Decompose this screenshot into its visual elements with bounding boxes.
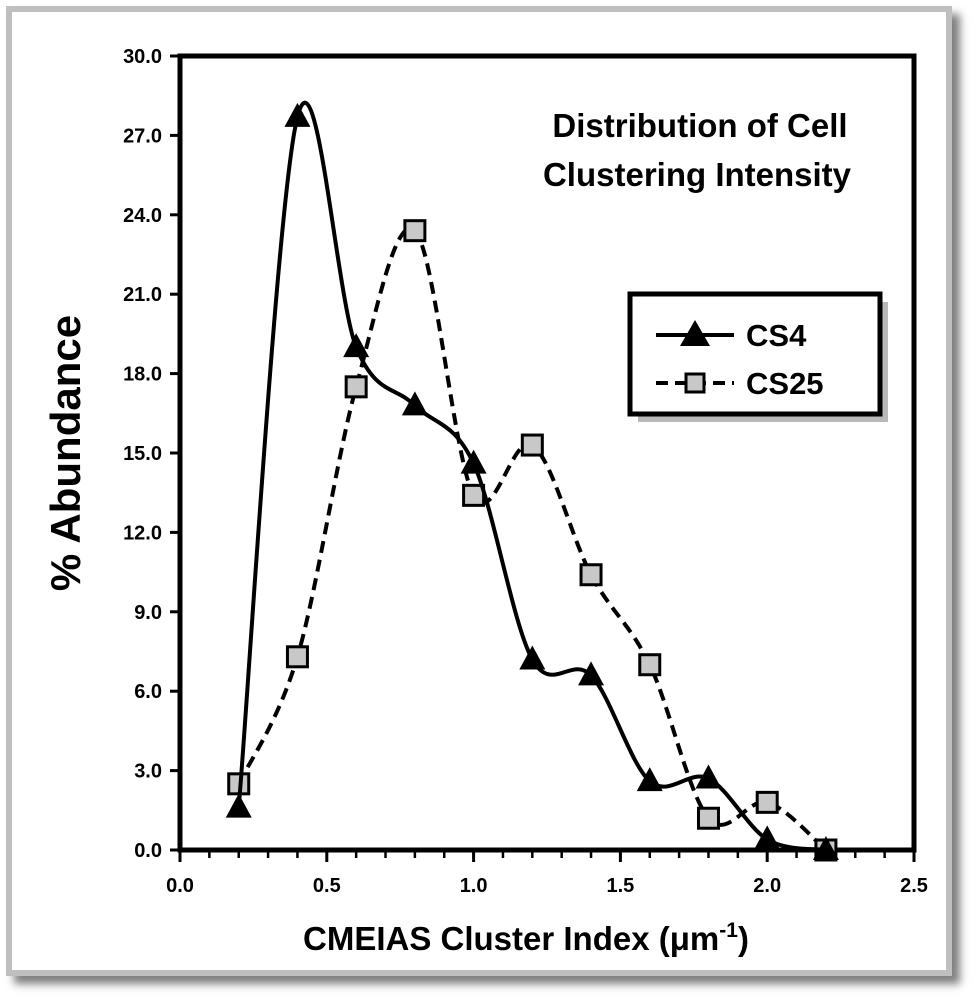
x-axis-label-close: ) <box>738 920 749 957</box>
y-axis-label: % Abundance <box>42 315 89 591</box>
y-tick-label: 27.0 <box>123 125 162 147</box>
data-point-cs25 <box>462 483 486 507</box>
data-point-cs4 <box>343 333 370 358</box>
data-point-cs25 <box>755 790 779 814</box>
data-point-cs25 <box>285 645 309 669</box>
x-tick-label: 0.5 <box>313 875 341 897</box>
series-cs4 <box>225 101 839 860</box>
y-tick-label: 6.0 <box>134 681 162 703</box>
data-point-cs25 <box>696 806 720 830</box>
x-axis: 0.0 0.5 1.0 1.5 2.0 2.5 <box>166 850 928 897</box>
data-point-cs25 <box>403 219 427 243</box>
y-tick-label: 18.0 <box>123 364 162 386</box>
legend-box <box>627 291 883 417</box>
data-point-cs4 <box>401 391 428 416</box>
data-point-cs25 <box>638 653 662 677</box>
x-tick-label: 2.5 <box>900 875 928 897</box>
y-tick-label: 9.0 <box>134 602 162 624</box>
data-point-cs25 <box>520 433 544 457</box>
plot-area <box>177 53 917 853</box>
data-point-cs4 <box>284 102 311 127</box>
x-tick-label: 1.5 <box>606 875 634 897</box>
series-layer <box>225 101 839 862</box>
y-tick-label: 15.0 <box>123 443 162 465</box>
y-tick-label: 3.0 <box>134 761 162 783</box>
data-point-cs4 <box>578 661 605 686</box>
data-point-cs25 <box>344 375 368 399</box>
chart-title-line-2: Clustering Intensity <box>543 156 852 193</box>
x-tick-label: 1.0 <box>460 875 488 897</box>
data-point-cs25 <box>579 563 603 587</box>
legend-cs4-marker <box>680 320 710 346</box>
y-tick-label: 12.0 <box>123 522 162 544</box>
y-tick-label: 0.0 <box>134 840 162 862</box>
x-axis-label-text: CMEIAS Cluster Index (μm <box>303 920 719 957</box>
series-line-cs25 <box>236 226 828 852</box>
data-point-cs4 <box>812 836 839 860</box>
data-point-cs4 <box>519 645 546 670</box>
legend-cs4-label: CS4 <box>746 318 807 353</box>
chart-title-line-1: Distribution of Cell <box>552 107 847 144</box>
legend-cs25-label: CS25 <box>746 366 824 401</box>
data-point-cs4 <box>754 825 781 850</box>
y-tick-label: 24.0 <box>123 205 162 227</box>
x-tick-label: 2.0 <box>753 875 781 897</box>
data-point-cs4 <box>636 767 663 792</box>
legend: CS4 CS25 <box>627 291 888 422</box>
data-point-cs4 <box>695 764 722 789</box>
x-axis-label-superscript: -1 <box>719 919 738 942</box>
y-tick-label: 21.0 <box>123 284 162 306</box>
data-point-cs4 <box>225 793 252 818</box>
x-axis-label: CMEIAS Cluster Index (μm-1) <box>303 919 749 957</box>
x-tick-label: 0.0 <box>166 875 194 897</box>
legend-cs25-marker <box>684 372 706 394</box>
y-tick-label: 30.0 <box>123 46 162 68</box>
y-axis: 0.0 3.0 6.0 9.0 12.0 15.0 18.0 21.0 24.0 27.0 30.0 <box>123 46 180 862</box>
data-point-cs4 <box>460 449 487 474</box>
